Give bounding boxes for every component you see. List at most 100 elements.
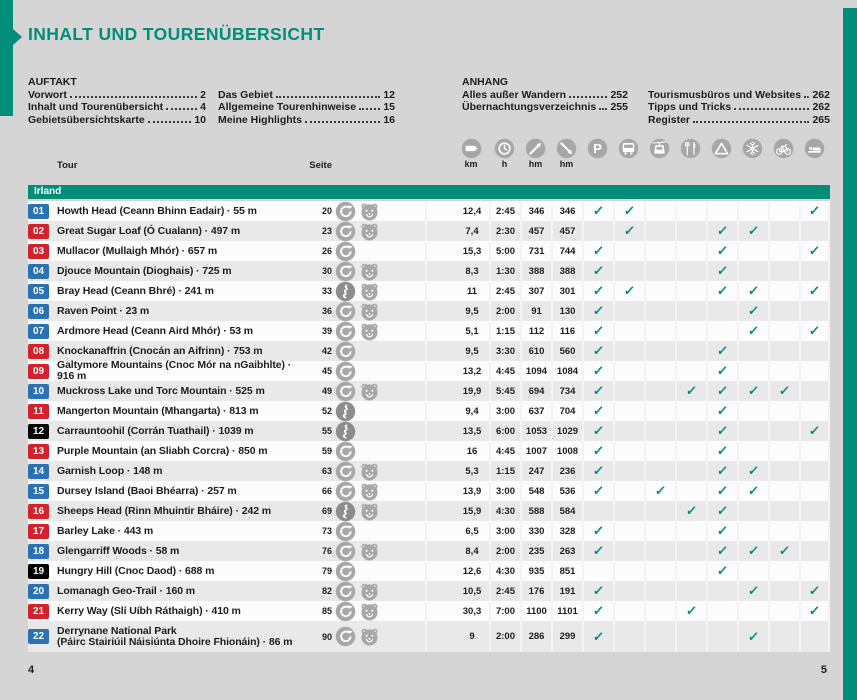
table-row: 05 Bray Head (Ceann Bhré) · 241 m 33 11 2:45… [28, 281, 830, 301]
check-icon: ✓ [747, 583, 760, 598]
descent-value: 328 [551, 521, 582, 541]
loop-route-icon [335, 361, 356, 382]
check-icon: ✓ [716, 263, 729, 278]
table-of-contents: AUFTAKT Vorwort 2 Inhalt und Tourenübersic… [28, 76, 830, 126]
feature-cell [613, 441, 644, 461]
svg-text:P: P [593, 141, 602, 156]
accent-arrow-icon [13, 29, 22, 45]
feature-cell [675, 341, 706, 361]
hours-value: 2:30 [489, 221, 520, 241]
feature-cell: ✓ [737, 541, 768, 561]
feature-cell [799, 441, 830, 461]
feature-cell [613, 541, 644, 561]
feature-cell [768, 601, 799, 621]
tour-name: Howth Head (Ceann Bhinn Eadair) · 55 m [57, 204, 257, 217]
table-row: 08 Knockanaffrin (Cnocán an Aifrinn) · 75… [28, 341, 830, 361]
feature-cell [768, 501, 799, 521]
feature-cell: ✓ [737, 321, 768, 341]
feature-cell: ✓ [582, 261, 613, 281]
tour-page: 90 [321, 631, 332, 642]
page-number-right: 5 [820, 664, 827, 676]
check-icon: ✓ [592, 463, 605, 478]
check-icon: ✓ [623, 203, 636, 218]
feature-cell: ✓ [737, 621, 768, 652]
check-icon: ✓ [716, 503, 729, 518]
toc-entry: Alles außer Wandern 252 [462, 89, 628, 101]
feature-cell: ✓ [737, 481, 768, 501]
check-icon: ✓ [716, 463, 729, 478]
check-icon: ✓ [716, 343, 729, 358]
table-row: 15 Dursey Island (Baoi Bhéarra) · 257 m 66… [28, 481, 830, 501]
feature-cell [644, 461, 675, 481]
loop-route-icon [335, 581, 356, 602]
parking-icon: P [587, 138, 608, 159]
descent-value: 130 [551, 301, 582, 321]
hours-value: 2:00 [489, 541, 520, 561]
check-icon: ✓ [654, 483, 667, 498]
check-icon: ✓ [592, 343, 605, 358]
tour-name: Garnish Loop · 148 m [57, 464, 163, 477]
km-value: 11 [425, 281, 489, 301]
descent-value: 734 [551, 381, 582, 401]
check-icon: ✓ [592, 243, 605, 258]
tour-number-badge: 05 [28, 283, 49, 299]
feature-cell: ✓ [737, 301, 768, 321]
check-icon: ✓ [592, 383, 605, 398]
page-number-left: 4 [28, 664, 35, 676]
feature-cell: ✓ [582, 441, 613, 461]
feature-cell [613, 241, 644, 261]
feature-cell [675, 281, 706, 301]
feature-cell [613, 381, 644, 401]
descent-value: 1084 [551, 361, 582, 381]
tour-name: Bray Head (Ceann Bhré) · 241 m [57, 284, 214, 297]
check-icon: ✓ [592, 303, 605, 318]
toc-entry: Meine Highlights 16 [218, 114, 395, 126]
ascent-value: 457 [520, 221, 551, 241]
tour-number-badge: 02 [28, 223, 49, 239]
feature-cell [644, 561, 675, 581]
feature-cell: ✓ [706, 481, 737, 501]
ascent-value: 346 [520, 201, 551, 221]
feature-cell: ✓ [706, 461, 737, 481]
check-icon: ✓ [592, 628, 605, 644]
feature-cell: ✓ [613, 281, 644, 301]
check-icon: ✓ [808, 423, 821, 438]
region-header: Irland [28, 185, 830, 199]
feature-cell [799, 541, 830, 561]
feature-cell [737, 501, 768, 521]
feature-cell: ✓ [582, 341, 613, 361]
feature-cell [737, 521, 768, 541]
check-icon: ✓ [623, 283, 636, 298]
tour-number-badge: 19 [28, 563, 49, 579]
descent-value: 388 [551, 261, 582, 281]
feature-cell [675, 261, 706, 281]
linear-route-icon [335, 421, 356, 442]
km-value: 19,9 [425, 381, 489, 401]
table-row: 01 Howth Head (Ceann Bhinn Eadair) · 55 m… [28, 201, 830, 221]
feature-cell [799, 621, 830, 652]
tour-name: Ardmore Head (Ceann Aird Mhór) · 53 m [57, 324, 254, 337]
snowflake-icon [742, 138, 763, 159]
feature-cell: ✓ [706, 241, 737, 261]
check-icon: ✓ [778, 543, 791, 558]
feature-cell [737, 421, 768, 441]
accent-strip-right [843, 8, 857, 700]
feature-cell [768, 421, 799, 441]
feature-cell [644, 281, 675, 301]
feature-cell [799, 461, 830, 481]
restaurant-icon [680, 138, 701, 159]
feature-cell [706, 621, 737, 652]
tour-number-badge: 15 [28, 483, 49, 499]
tour-page: 20 [321, 206, 332, 216]
feature-cell [675, 221, 706, 241]
family-icon [359, 201, 380, 222]
metric-column-header: hm [551, 138, 582, 172]
feature-cell [768, 361, 799, 381]
descent-value: 1029 [551, 421, 582, 441]
check-icon: ✓ [808, 283, 821, 298]
hours-value: 4:30 [489, 561, 520, 581]
feature-cell: ✓ [706, 341, 737, 361]
table-row: 04 Djouce Mountain (Dioghais) · 725 m 30 8,… [28, 261, 830, 281]
table-row: 02 Great Sugar Loaf (Ó Cualann) · 497 m 23… [28, 221, 830, 241]
